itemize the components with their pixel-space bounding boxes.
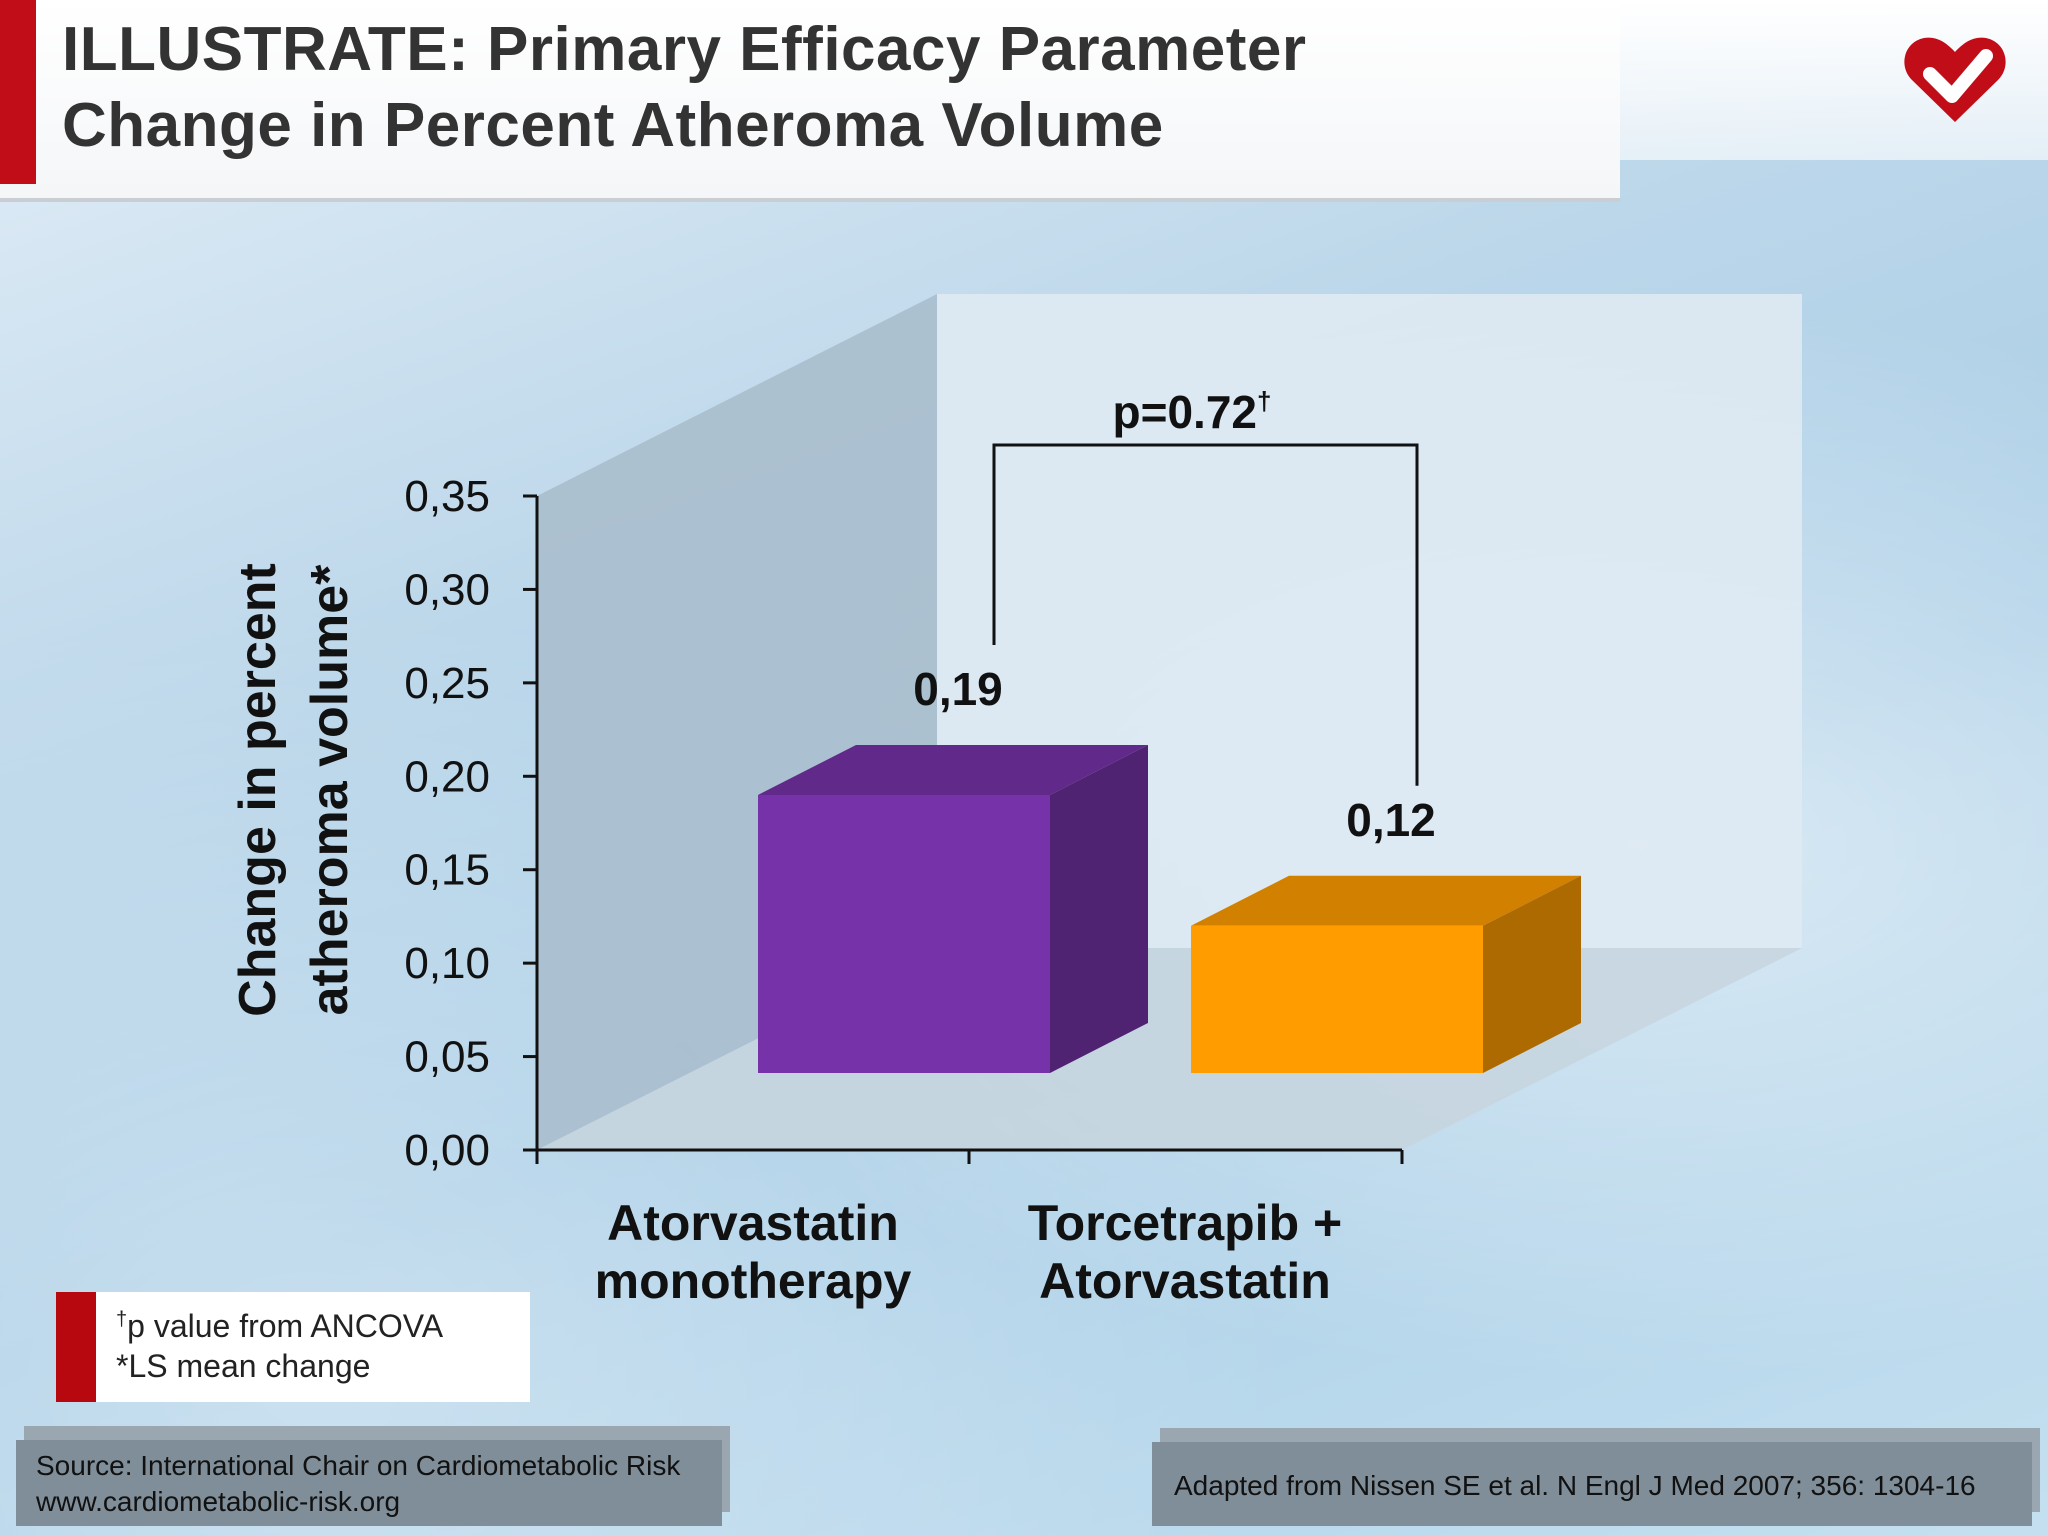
bar-1 (758, 744, 1148, 1073)
footnote-1-text: p value from ANCOVA (127, 1308, 444, 1344)
category-label-2-line1: Torcetrapib + (1028, 1195, 1342, 1251)
y-tick-label: 0,25 (404, 659, 490, 708)
footnotes-accent-bar (56, 1292, 96, 1402)
bar-1-side (1050, 744, 1148, 1073)
y-tick-label: 0,10 (404, 939, 490, 988)
footnote-1-mark: † (116, 1308, 128, 1331)
footnotes-box: †p value from ANCOVA *LS mean change (56, 1292, 530, 1402)
header-accent-bar (0, 0, 36, 184)
p-value-dagger: † (1257, 386, 1271, 416)
y-tick-label: 0,05 (404, 1033, 490, 1082)
p-value-text: p=0.72 (1113, 386, 1258, 438)
source-url: www.cardiometabolic-risk.org (36, 1486, 401, 1517)
header-divider (0, 198, 1620, 202)
slide-title-line2: Change in Percent Atheroma Volume (62, 91, 1164, 160)
y-axis-title-line1: Change in percent (229, 563, 287, 1017)
bar-1-top (758, 744, 1148, 795)
heart-check-icon (1904, 37, 2006, 122)
category-label-1-line1: Atorvastatin (607, 1195, 899, 1251)
chart-labels: Change in percent atheroma volume* 0,19 0,1… (229, 386, 1436, 1309)
significance-bracket (992, 443, 1419, 786)
bar-2-front (1191, 925, 1483, 1073)
back-wall (937, 294, 1802, 948)
category-label-1-line2: monotherapy (595, 1253, 912, 1309)
y-tick-label: 0,00 (404, 1126, 490, 1175)
value-label-2: 0,12 (1346, 794, 1436, 846)
header: ILLUSTRATE: Primary Efficacy Parameter C… (0, 0, 1620, 200)
bar-2-top (1191, 875, 1581, 926)
bar-1-front (758, 794, 1050, 1073)
footnote-1: †p value from ANCOVA (116, 1308, 443, 1345)
y-tick-label: 0,30 (404, 565, 490, 614)
source-line1: Source: International Chair on Cardiomet… (36, 1450, 681, 1481)
y-axis: 0,00 0,05 0,10 0,15 0,20 0,25 0,30 0,35 (404, 472, 1404, 1175)
y-axis-title-line2: atheroma volume* (301, 564, 359, 1016)
bar-2 (1191, 875, 1581, 1073)
bar-2-side (1483, 875, 1581, 1073)
chart-bars (758, 744, 1581, 1073)
footnote-2: *LS mean change (116, 1348, 371, 1384)
category-label-2-line2: Atorvastatin (1039, 1253, 1331, 1309)
source-box: Source: International Chair on Cardiomet… (16, 1440, 722, 1526)
y-tick-label: 0,15 (404, 846, 490, 895)
p-value-label: p=0.72† (1113, 386, 1272, 438)
reference-box: Adapted from Nissen SE et al. N Engl J M… (1152, 1442, 2032, 1526)
slide-title-line1: ILLUSTRATE: Primary Efficacy Parameter (62, 15, 1307, 84)
reference-text: Adapted from Nissen SE et al. N Engl J M… (1174, 1470, 1976, 1501)
y-tick-label: 0,35 (404, 472, 490, 521)
y-tick-label: 0,20 (404, 752, 490, 801)
value-label-1: 0,19 (913, 663, 1003, 715)
